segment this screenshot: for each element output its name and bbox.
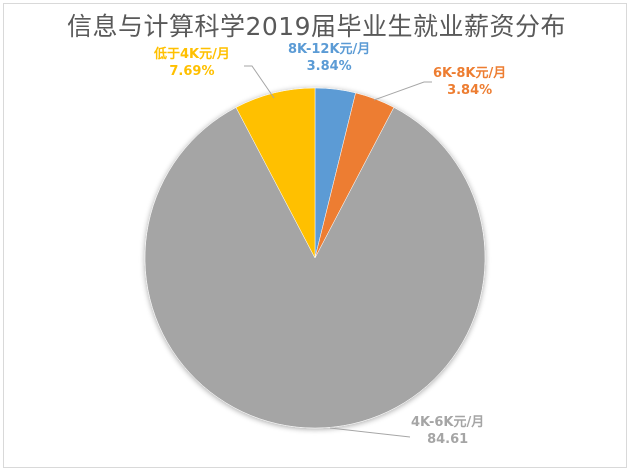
chart-title: 信息与计算科学2019届毕业生就业薪资分布 [66, 12, 567, 41]
label-value: 84.61 [427, 432, 469, 447]
label-name: 6K-8K元/月 [433, 66, 507, 81]
label-name: 4K-6K元/月 [411, 415, 485, 430]
leader-line-gray [329, 427, 411, 438]
data-label-6k-8k: 6K-8K元/月 3.84% [433, 65, 506, 99]
label-value: 3.84% [306, 59, 352, 74]
data-label-8k-12k: 8K-12K元/月 3.84% [288, 41, 370, 75]
label-name: 8K-12K元/月 [288, 42, 371, 57]
label-value: 3.84% [447, 83, 493, 98]
label-value: 7.69% [169, 64, 215, 79]
pie-slice-4k-6k [144, 107, 486, 429]
label-name: 低于4K元/月 [154, 47, 230, 62]
data-label-4k-6k: 4K-6K元/月 84.61 [411, 414, 484, 448]
leader-line-orange [373, 81, 432, 101]
data-label-below-4k: 低于4K元/月 7.69% [154, 46, 230, 80]
pie-slice-below-4k [235, 87, 316, 259]
leader-line-yellow [244, 65, 275, 99]
